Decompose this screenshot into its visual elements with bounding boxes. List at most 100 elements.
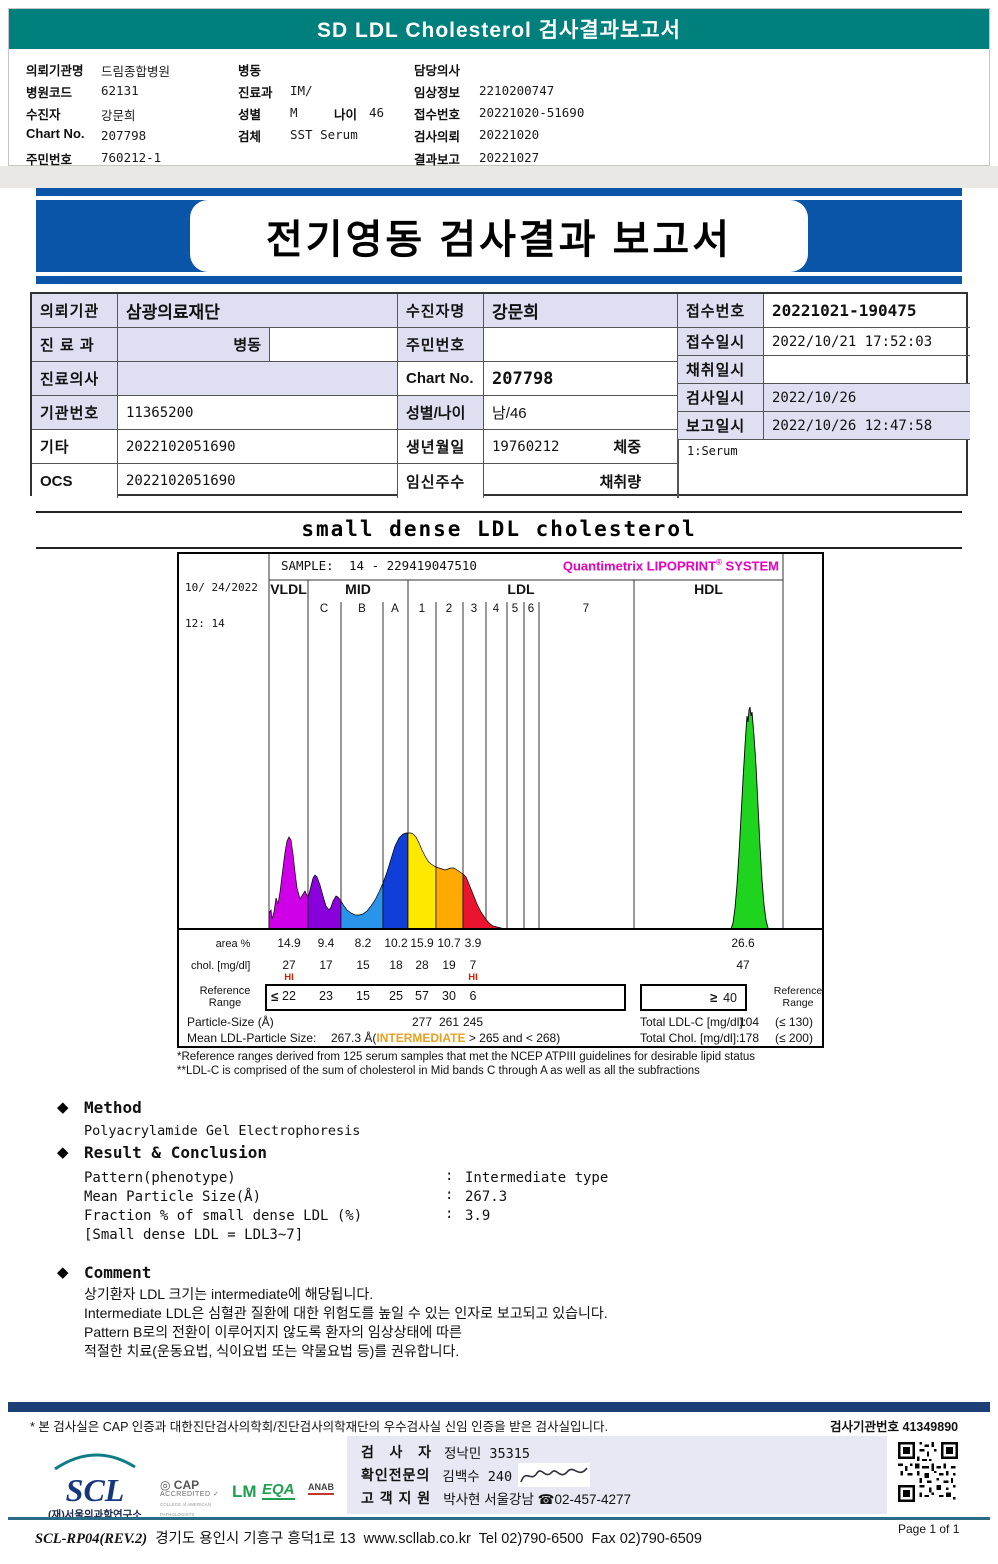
method-body: Polyacrylamide Gel Electrophoresis [84,1123,361,1139]
field-label: 성별 [238,108,262,122]
particle-value: 261 [438,1015,460,1029]
field-value: 62131 [101,83,139,98]
result-colon: : [445,1206,454,1222]
result-heading: Result & Conclusion [84,1143,268,1162]
le-sign: ≤ [271,989,279,1004]
section-divider [36,511,962,513]
chol-value: 47 [736,958,750,972]
accreditation-note: * 본 검사실은 CAP 인증과 대한진단검사의학회/진단검사의학재단의 우수검… [30,1420,609,1434]
field-label: 결과보고 [414,153,461,167]
band-label-mid: MID [345,581,371,597]
result-colon: : [445,1187,454,1203]
table-label: 접수번호 [678,294,764,328]
chol-value: 28 [415,958,429,972]
scl-arc-icon [54,1453,136,1471]
ref-range-label-left: Reference Range [199,985,251,1009]
divider-strip [0,166,998,188]
table-label: 진 료 과 [32,328,118,362]
banner: 전기영동 검사결과 보고서 [36,200,962,272]
band-label-vldl: VLDL [270,581,307,597]
chol-value: 27 [282,958,296,972]
sub-band-label: C [319,603,329,615]
table-value: 11365200 [118,396,398,430]
mean-row-label: Mean LDL-Particle Size: [187,1031,317,1045]
field-value: SST Serum [290,127,358,142]
signer-value: 정낙민 35315 [443,1446,531,1462]
signer-row: 고 객 지 원 박사현 서울강남 ☎02-457-4277 [361,1487,631,1509]
diamond-bullet-icon: ◆ [57,1099,69,1116]
chart-footnote-1: *Reference ranges derived from 125 serum… [177,1051,756,1063]
ref-range-label-right: Reference Range [773,985,823,1009]
comment-line: 상기환자 LDL 크기는 intermediate에 해당됩니다. [84,1286,374,1302]
chol-value: 7 [469,958,477,972]
result-row-value: 267.3 [465,1189,508,1205]
table-label: 주민번호 [398,328,484,362]
field-label: 주민번호 [26,153,73,167]
table-value: 2022102051690 [118,464,398,498]
band-label-ldl: LDL [507,581,535,597]
area-row-label: area % [215,938,251,950]
table-value [270,328,398,362]
lipoprint-brand: Quantimetrix LIPOPRINT® SYSTEM [562,558,779,574]
table-label: OCS [32,464,118,498]
table-value: 남/46 [484,396,678,430]
total-chol-label: Total Chol. [mg/dl]: [640,1031,740,1045]
comment-line: Intermediate LDL은 심혈관 질환에 대한 위험도를 높일 수 있… [84,1305,608,1321]
ref-value: 23 [319,989,333,1003]
sub-band-label: 5 [511,603,519,615]
field-label: 담당의사 [414,64,461,78]
table-label: 임신주수 [398,464,484,498]
ref-value: 40 [723,990,737,1005]
table-value: 20221021-190475 [764,294,970,328]
table-label: 검사일시 [678,384,764,412]
area-value: 8.2 [354,936,372,950]
banner-top-bar [36,188,962,196]
chart-datetime: 10/ 24/2022 12: 14 [185,581,258,630]
table-value: 2022/10/26 [764,384,970,412]
mean-value: 267.3 Å(INTERMEDIATE > 265 and < 268) [331,1031,561,1045]
field-value: 2210200747 [479,83,555,98]
hi-flag: HI [468,972,478,983]
table-label: 수진자명 [398,294,484,328]
anab-logo: ANAB [308,1482,334,1495]
lab-org-number: 검사기관번호 41349890 [830,1420,959,1434]
chol-value: 19 [442,958,456,972]
chol-value: 17 [319,958,333,972]
result-row-value: 3.9 [465,1208,491,1224]
footer-divider [8,1517,990,1520]
eqa-logo: EQA [262,1481,295,1500]
table-label: Chart No. [398,362,484,396]
table-value: 2022/10/26 12:47:58 [764,412,970,440]
sub-band-label: 3 [470,603,478,615]
order-info-table: 의뢰기관 삼광의료재단 수진자명 강문희 진 료 과 병동 주민번호 진료의사 … [30,292,970,498]
report-title: SD LDL Cholesterol 검사결과보고서 [317,19,681,42]
ref-value: 57 [415,989,429,1003]
section-title: small dense LDL cholesterol [301,517,697,541]
serum-note: 1:Serum [678,440,970,498]
chol-value: 18 [389,958,403,972]
field-label: 검사의뢰 [414,130,461,144]
chart-footnote-2: **LDL-C is comprised of the sum of chole… [177,1065,700,1077]
field-value: M [290,105,298,120]
chol-value: 15 [356,958,370,972]
ref-range-box-hdl: ≥ 40 [640,984,747,1011]
total-ldl-label: Total LDL-C [mg/dl]: [640,1015,747,1029]
field-value: 강문희 [101,109,136,123]
sub-band-label: 4 [492,603,500,615]
field-label: 수진자 [26,108,61,122]
table-value [118,362,398,396]
signer-label: 검 사 자 [361,1444,432,1460]
field-value: 20221027 [479,150,540,165]
scl-logo-text: SCL [65,1472,125,1508]
table-label: 기관번호 [32,396,118,430]
area-value: 15.9 [410,936,434,950]
patient-header: SD LDL Cholesterol 검사결과보고서 의뢰기관명 드림종합병원 … [8,8,990,167]
field-value: 20221020-51690 [479,105,585,120]
cap-accredited-logo: ◎ CAP ACCREDITED ✓ COLLEGE of AMERICAN P… [160,1478,220,1517]
table-label: 병동 [118,328,270,362]
section-divider [36,547,962,549]
field-label: 병원코드 [26,86,73,100]
band-label-hdl: HDL [694,581,723,597]
total-ldl-value: 104 [738,1015,759,1029]
field-value: 760212-1 [101,150,162,165]
